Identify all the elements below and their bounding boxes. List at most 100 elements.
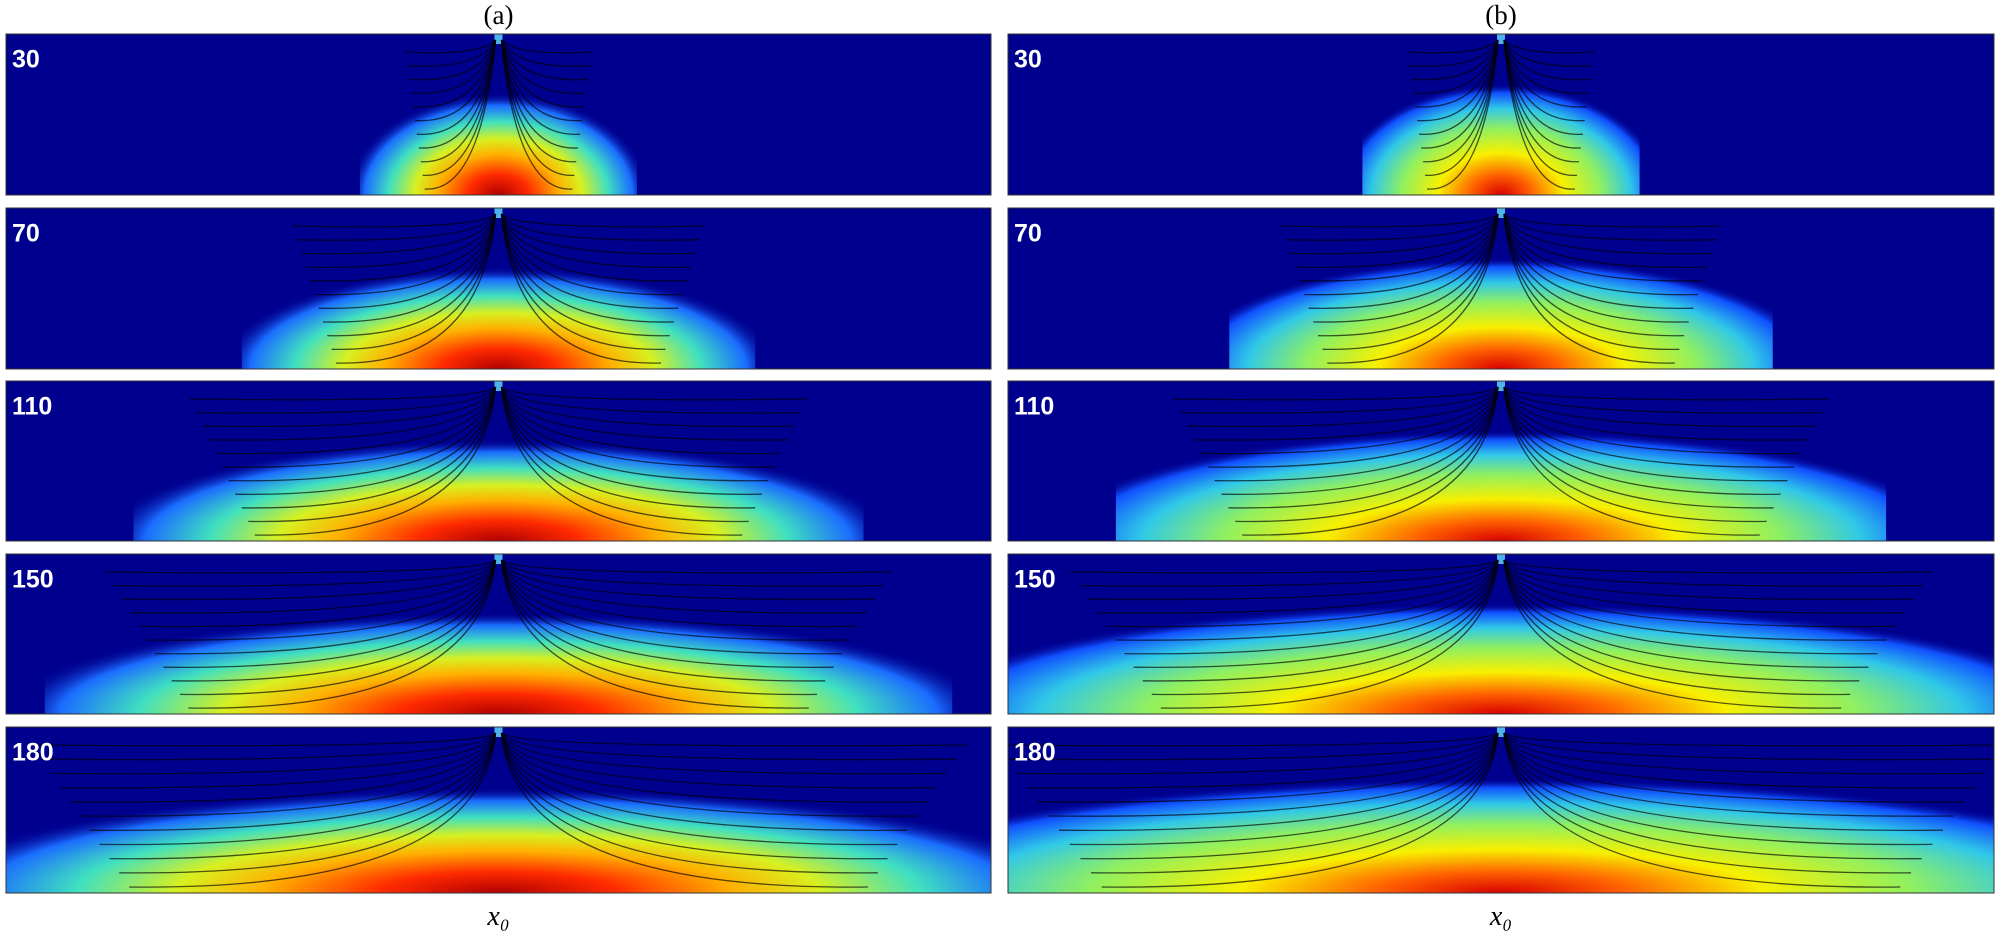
streamline [1322,213,1499,350]
streamline [122,559,497,601]
streamline [318,213,497,309]
streamline [1503,386,1829,401]
streamline [1193,386,1499,441]
streamline [1419,39,1499,135]
time-label: 180 [1014,739,1056,767]
streamline [30,732,496,747]
frame [1007,33,1995,196]
streamline [113,559,497,587]
streamline [1503,39,1589,94]
streamline [1503,732,1954,817]
streamline [500,213,679,309]
streamline [1503,386,1802,455]
streamline [500,213,666,350]
field [1362,34,1640,195]
plume-top [1497,727,1505,737]
temperature-field [1115,381,1887,541]
streamline [500,213,683,296]
streamline [1186,386,1499,428]
streamline [130,559,497,614]
field [360,34,637,195]
streamline [1091,732,1499,874]
streamline [500,732,888,860]
field [1229,208,1773,369]
time-label: 30 [12,46,40,74]
plume-top [494,554,503,564]
streamline [1503,732,1922,860]
streamline [129,732,497,888]
plume-top [1497,554,1505,564]
streamline [1407,39,1499,54]
streamline [500,732,947,775]
streamline [1016,732,1499,775]
streamline [1304,213,1499,296]
streamline [1008,732,1499,747]
temperature-field [1229,208,1773,369]
streamline [1503,39,1593,67]
streamline [163,559,497,668]
streamline [1503,559,1860,682]
field [1008,727,1994,893]
plume-top [1497,34,1505,44]
streamline [1503,39,1591,81]
streamline [301,213,497,255]
streamline [1503,559,1887,641]
streamline [1413,39,1499,94]
streamline [1503,732,1933,846]
streamline [1503,559,1896,628]
temperature-field [6,727,991,893]
streamline [500,559,884,587]
streamline [188,559,497,709]
heatmap-panel: 70 [1007,207,1995,370]
temperature-field [1008,554,1994,714]
streamline [1503,386,1809,441]
streamline [500,39,581,135]
plume-top [494,34,503,44]
streamline [1503,213,1680,350]
streamline [1097,559,1499,614]
temperature-field [241,208,756,369]
streamline [171,559,497,682]
plume-top [494,727,503,737]
streamline [500,39,591,67]
streamline [331,213,497,350]
streamline [500,386,762,495]
streamline [500,559,826,682]
streamline [1070,559,1499,574]
streamline [1294,213,1499,269]
streamline [501,213,705,228]
streamline [1313,213,1499,323]
streamline [1285,213,1499,241]
streamline [1327,213,1499,364]
streamline [500,39,585,108]
streamline [1503,386,1822,414]
streamline [202,386,497,428]
streamline [500,732,898,846]
streamline [404,39,496,54]
streamline [70,732,497,803]
streamline [327,213,497,337]
streamline [79,732,497,817]
plume-top [494,208,503,218]
heatmap-panel: 180 [1007,726,1995,894]
field [133,381,864,541]
field [6,727,991,893]
streamline [1503,39,1583,135]
streamline [1503,732,1901,888]
streamline [1235,386,1499,523]
streamline [500,386,801,414]
streamline [1503,386,1774,509]
streamline [1080,732,1499,860]
streamline [500,732,937,789]
plume-top [494,381,503,391]
streamline [241,386,497,509]
streamline [1503,386,1795,468]
streamline [500,732,957,761]
streamline [1290,213,1499,255]
streamline [1142,559,1499,682]
frame [1007,553,1995,715]
streamline [309,213,497,282]
temperature-field [1008,727,1994,893]
streamline [1503,39,1587,108]
